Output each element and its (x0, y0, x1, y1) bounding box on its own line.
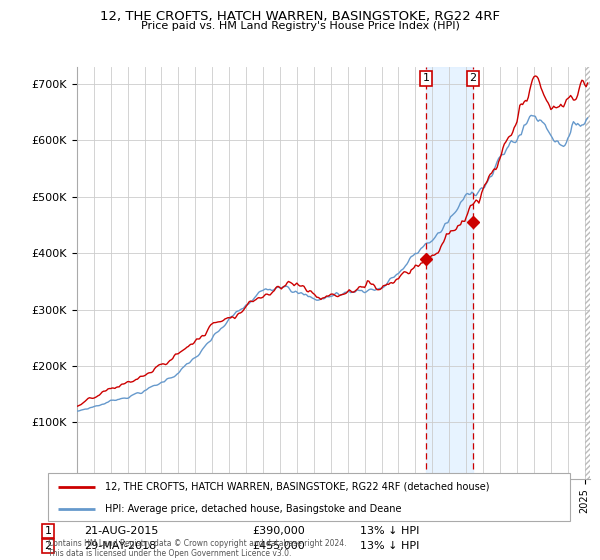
Text: 2: 2 (470, 73, 477, 83)
Text: 13% ↓ HPI: 13% ↓ HPI (360, 526, 419, 536)
Text: 1: 1 (423, 73, 430, 83)
Text: 13% ↓ HPI: 13% ↓ HPI (360, 541, 419, 551)
Text: 2: 2 (44, 541, 52, 551)
Text: 29-MAY-2018: 29-MAY-2018 (84, 541, 156, 551)
Text: Contains HM Land Registry data © Crown copyright and database right 2024.
This d: Contains HM Land Registry data © Crown c… (48, 539, 347, 558)
Text: 1: 1 (44, 526, 52, 536)
Text: £390,000: £390,000 (252, 526, 305, 536)
Text: £455,000: £455,000 (252, 541, 305, 551)
Text: Price paid vs. HM Land Registry's House Price Index (HPI): Price paid vs. HM Land Registry's House … (140, 21, 460, 31)
Text: HPI: Average price, detached house, Basingstoke and Deane: HPI: Average price, detached house, Basi… (106, 504, 402, 514)
Text: 21-AUG-2015: 21-AUG-2015 (84, 526, 158, 536)
Bar (585, 67, 590, 479)
Text: 12, THE CROFTS, HATCH WARREN, BASINGSTOKE, RG22 4RF (detached house): 12, THE CROFTS, HATCH WARREN, BASINGSTOK… (106, 482, 490, 492)
Bar (426, 67, 473, 479)
FancyBboxPatch shape (48, 473, 570, 521)
Text: 12, THE CROFTS, HATCH WARREN, BASINGSTOKE, RG22 4RF: 12, THE CROFTS, HATCH WARREN, BASINGSTOK… (100, 10, 500, 22)
